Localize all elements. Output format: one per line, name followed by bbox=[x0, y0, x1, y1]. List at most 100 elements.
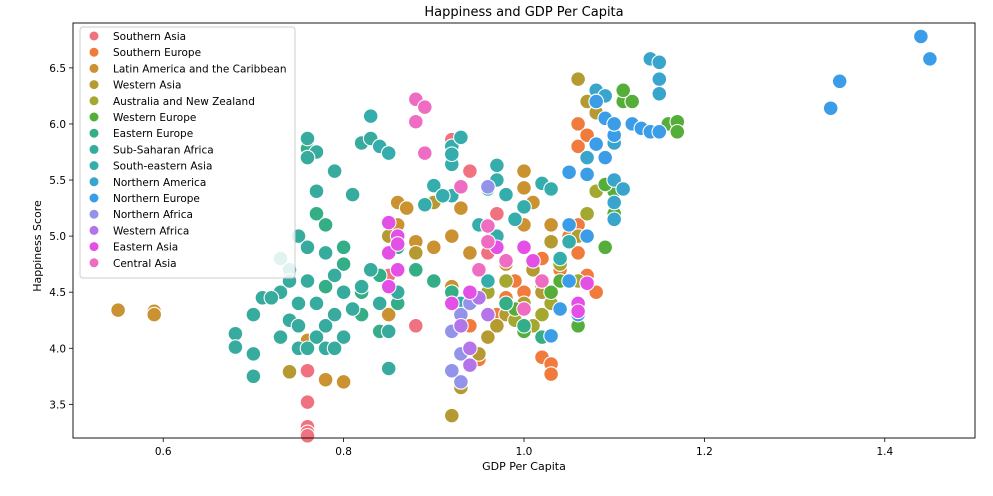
data-point bbox=[434, 187, 451, 204]
data-point bbox=[290, 295, 307, 312]
data-point bbox=[615, 82, 632, 99]
data-point bbox=[425, 273, 442, 289]
legend-label: Australia and New Zealand bbox=[113, 96, 255, 108]
legend-marker bbox=[89, 96, 99, 106]
x-tick-label: 1.2 bbox=[696, 446, 713, 458]
legend-marker bbox=[89, 258, 99, 268]
y-tick-label: 6.5 bbox=[49, 63, 66, 75]
x-tick-label: 0.8 bbox=[335, 446, 352, 458]
data-point bbox=[453, 178, 469, 195]
data-point bbox=[543, 217, 559, 233]
data-point bbox=[416, 196, 433, 213]
data-point bbox=[822, 100, 839, 117]
data-point bbox=[308, 205, 325, 222]
data-point bbox=[371, 295, 388, 312]
data-point bbox=[570, 245, 586, 261]
legend-label: Eastern Europe bbox=[113, 128, 193, 140]
y-axis-label: Happiness Score bbox=[31, 200, 44, 292]
data-point bbox=[380, 145, 397, 161]
data-point bbox=[317, 371, 334, 388]
legend-marker bbox=[89, 144, 99, 154]
data-point bbox=[227, 325, 244, 342]
data-point bbox=[498, 273, 514, 289]
data-point bbox=[443, 362, 460, 379]
legend-label: Latin America and the Caribbean bbox=[113, 63, 287, 75]
data-point bbox=[453, 129, 469, 146]
data-point bbox=[326, 340, 343, 357]
data-point bbox=[543, 328, 559, 344]
data-point bbox=[443, 228, 460, 244]
data-point bbox=[308, 295, 325, 312]
data-point bbox=[407, 261, 424, 278]
data-point bbox=[543, 233, 559, 250]
data-point bbox=[552, 301, 568, 317]
y-tick-label: 5.0 bbox=[49, 231, 66, 243]
legend-label: Southern Europe bbox=[113, 47, 201, 59]
legend-label: Eastern Asia bbox=[113, 242, 178, 254]
data-point bbox=[425, 239, 442, 256]
y-axis-ticks: 3.5 4.0 4.5 5.0 5.5 6.0 6.5 bbox=[49, 63, 73, 411]
data-point bbox=[480, 273, 496, 289]
data-point bbox=[480, 329, 496, 345]
data-point bbox=[480, 178, 496, 195]
data-point bbox=[579, 228, 595, 244]
data-point bbox=[299, 130, 316, 147]
data-point bbox=[335, 329, 352, 345]
data-point bbox=[416, 145, 433, 161]
data-point bbox=[489, 205, 505, 222]
data-point bbox=[425, 177, 442, 194]
y-tick-label: 4.5 bbox=[49, 287, 66, 299]
data-point bbox=[462, 357, 478, 373]
data-point bbox=[543, 181, 559, 197]
data-point bbox=[281, 363, 298, 380]
legend-label: Sub-Saharan Africa bbox=[113, 144, 214, 156]
data-point bbox=[669, 123, 686, 140]
data-point bbox=[480, 218, 496, 234]
data-point bbox=[326, 163, 343, 179]
data-point bbox=[353, 278, 370, 295]
data-point bbox=[389, 261, 406, 278]
data-point bbox=[398, 200, 415, 216]
data-point bbox=[227, 339, 244, 355]
data-point bbox=[443, 407, 460, 424]
data-point bbox=[570, 303, 586, 320]
chart-title: Happiness and GDP Per Capita bbox=[424, 5, 623, 20]
data-point bbox=[308, 329, 325, 345]
data-point bbox=[498, 186, 514, 203]
data-point bbox=[570, 116, 586, 132]
data-point bbox=[597, 239, 614, 256]
legend-marker bbox=[89, 80, 99, 90]
data-point bbox=[380, 214, 397, 231]
legend-label: South-eastern Asia bbox=[113, 161, 212, 173]
legend: Southern Asia Southern Europe Latin Americ… bbox=[79, 26, 296, 279]
data-point bbox=[299, 362, 316, 379]
data-point bbox=[588, 93, 605, 110]
data-point bbox=[299, 239, 316, 256]
data-point bbox=[335, 256, 352, 272]
legend-label: Northern America bbox=[113, 177, 206, 189]
legend-marker bbox=[89, 31, 99, 41]
data-point bbox=[534, 273, 550, 289]
legend-marker bbox=[89, 63, 99, 73]
data-point bbox=[263, 289, 280, 306]
y-tick-label: 5.5 bbox=[49, 175, 66, 187]
data-point bbox=[317, 278, 334, 295]
legend-label: Northern Europe bbox=[113, 193, 200, 205]
data-point bbox=[831, 73, 848, 90]
legend-label: Western Asia bbox=[113, 80, 181, 92]
data-point bbox=[335, 239, 352, 256]
data-point bbox=[462, 245, 478, 261]
data-point bbox=[344, 301, 361, 317]
data-point bbox=[308, 183, 325, 200]
y-tick-label: 6.0 bbox=[49, 119, 66, 131]
legend-marker bbox=[89, 128, 99, 138]
data-point bbox=[110, 302, 126, 318]
data-point bbox=[552, 250, 568, 267]
data-point bbox=[471, 261, 487, 278]
data-point bbox=[624, 93, 641, 110]
data-point bbox=[516, 163, 532, 179]
data-point bbox=[606, 116, 623, 132]
data-point bbox=[570, 71, 586, 87]
data-point bbox=[245, 346, 262, 362]
data-point bbox=[299, 149, 316, 166]
